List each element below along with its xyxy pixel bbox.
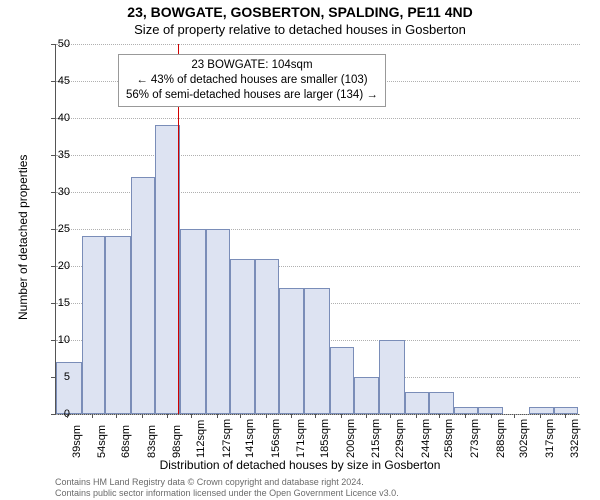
histogram-bar [354, 377, 380, 414]
y-tick-mark [51, 118, 55, 119]
chart-subtitle: Size of property relative to detached ho… [0, 22, 600, 37]
x-tick-label: 258sqm [443, 419, 455, 458]
x-tick-label: 302sqm [518, 419, 530, 458]
y-tick-mark [51, 340, 55, 341]
x-tick-mark [240, 414, 241, 418]
x-tick-mark [514, 414, 515, 418]
y-tick-mark [51, 229, 55, 230]
chart-title: 23, BOWGATE, GOSBERTON, SPALDING, PE11 4… [0, 4, 600, 20]
gridline [56, 44, 580, 45]
x-tick-label: 68sqm [120, 425, 132, 458]
x-axis-label: Distribution of detached houses by size … [0, 458, 600, 472]
x-tick-label: 185sqm [319, 419, 331, 458]
histogram-bar [554, 407, 578, 414]
x-tick-mark [315, 414, 316, 418]
x-tick-mark [341, 414, 342, 418]
histogram-bar [206, 229, 230, 414]
annotation-box: 23 BOWGATE: 104sqm ← 43% of detached hou… [118, 54, 386, 107]
x-tick-label: 273sqm [469, 419, 481, 458]
histogram-bar [330, 347, 354, 414]
histogram-bar [155, 125, 181, 414]
x-tick-mark [416, 414, 417, 418]
footer-line-1: Contains HM Land Registry data © Crown c… [55, 477, 364, 487]
x-tick-label: 39sqm [71, 425, 83, 458]
x-tick-label: 141sqm [244, 419, 256, 458]
x-tick-mark [92, 414, 93, 418]
histogram-bar [230, 259, 256, 414]
y-tick-label: 5 [40, 371, 70, 383]
y-tick-mark [51, 303, 55, 304]
y-tick-mark [51, 44, 55, 45]
y-tick-label: 15 [40, 297, 70, 309]
gridline [56, 414, 580, 415]
y-tick-label: 25 [40, 223, 70, 235]
x-tick-label: 171sqm [295, 419, 307, 458]
y-tick-mark [51, 266, 55, 267]
x-tick-mark [540, 414, 541, 418]
x-tick-mark [291, 414, 292, 418]
x-tick-label: 288sqm [495, 419, 507, 458]
x-tick-mark [439, 414, 440, 418]
y-tick-mark [51, 155, 55, 156]
x-tick-label: 229sqm [394, 419, 406, 458]
x-tick-mark [465, 414, 466, 418]
x-tick-mark [191, 414, 192, 418]
histogram-bar [454, 407, 478, 414]
histogram-bar [180, 229, 206, 414]
y-tick-mark [51, 414, 55, 415]
histogram-bar [405, 392, 429, 414]
y-axis-label: Number of detached properties [16, 155, 30, 320]
y-tick-mark [51, 377, 55, 378]
x-tick-mark [67, 414, 68, 418]
y-tick-mark [51, 192, 55, 193]
histogram-bar [105, 236, 131, 414]
annotation-line-2: ← 43% of detached houses are smaller (10… [126, 73, 378, 88]
x-tick-label: 332sqm [569, 419, 581, 458]
y-tick-label: 50 [40, 38, 70, 50]
x-tick-mark [116, 414, 117, 418]
y-tick-label: 0 [40, 408, 70, 420]
x-tick-mark [565, 414, 566, 418]
y-tick-label: 20 [40, 260, 70, 272]
x-tick-mark [266, 414, 267, 418]
histogram-bar [131, 177, 155, 414]
x-tick-label: 244sqm [420, 419, 432, 458]
annotation-line-1: 23 BOWGATE: 104sqm [126, 58, 378, 73]
x-tick-label: 127sqm [221, 419, 233, 458]
y-tick-label: 30 [40, 186, 70, 198]
x-tick-label: 317sqm [544, 419, 556, 458]
x-tick-mark [217, 414, 218, 418]
x-tick-mark [142, 414, 143, 418]
x-tick-mark [366, 414, 367, 418]
histogram-bar [304, 288, 330, 414]
gridline [56, 155, 580, 156]
x-tick-mark [167, 414, 168, 418]
x-tick-label: 200sqm [345, 419, 357, 458]
histogram-bar [529, 407, 555, 414]
histogram-bar [255, 259, 279, 414]
histogram-bar [478, 407, 504, 414]
x-tick-mark [390, 414, 391, 418]
x-tick-mark [491, 414, 492, 418]
y-tick-label: 35 [40, 149, 70, 161]
histogram-bar [429, 392, 455, 414]
gridline [56, 118, 580, 119]
x-tick-label: 83sqm [146, 425, 158, 458]
x-tick-label: 54sqm [96, 425, 108, 458]
histogram-bar [56, 362, 82, 414]
annotation-line-3: 56% of semi-detached houses are larger (… [126, 88, 378, 103]
histogram-bar [82, 236, 106, 414]
histogram-bar [279, 288, 305, 414]
footer-line-2: Contains public sector information licen… [55, 488, 399, 498]
x-tick-label: 156sqm [270, 419, 282, 458]
x-tick-label: 215sqm [370, 419, 382, 458]
histogram-bar [379, 340, 405, 414]
y-tick-label: 45 [40, 75, 70, 87]
y-tick-label: 10 [40, 334, 70, 346]
y-tick-mark [51, 81, 55, 82]
y-tick-label: 40 [40, 112, 70, 124]
x-tick-label: 112sqm [195, 420, 207, 458]
x-tick-label: 98sqm [171, 425, 183, 458]
